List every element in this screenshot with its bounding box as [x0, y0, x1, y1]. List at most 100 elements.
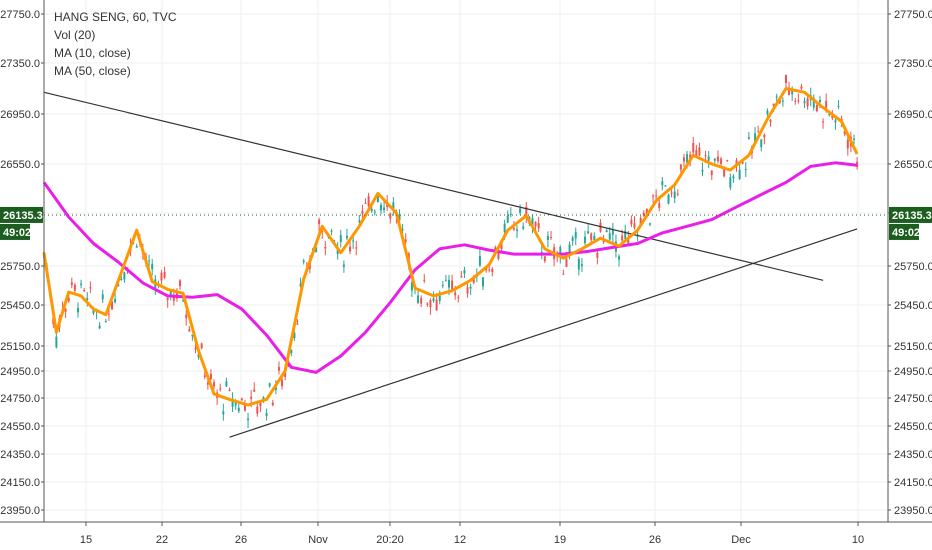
y-tick-label-left: 26550.0: [0, 159, 40, 171]
descending-trendline[interactable]: [43, 91, 824, 281]
y-tick-label-right: 24550.0: [894, 421, 932, 433]
candle-body: [364, 202, 367, 204]
candle-body: [846, 139, 849, 149]
candle-body: [225, 381, 228, 387]
candle-body: [781, 100, 784, 102]
candle-body: [664, 185, 667, 187]
candle-body: [92, 309, 95, 314]
candle-body: [519, 208, 522, 213]
legend-ma-slow[interactable]: MA (50, close): [54, 64, 131, 78]
candle-body: [222, 411, 225, 415]
candle-body: [392, 202, 395, 209]
candle-body: [454, 292, 457, 296]
candle-body: [710, 170, 713, 176]
y-tick-label-right: 25750.0: [894, 261, 932, 273]
y-tick-label-right: 27350.0: [894, 58, 932, 70]
candle-body: [466, 287, 469, 294]
candle-body: [673, 191, 676, 199]
legend-ma-fast[interactable]: MA (10, close): [54, 46, 131, 60]
candle-body: [417, 295, 420, 304]
candle-body: [86, 298, 89, 300]
candle-body: [621, 235, 624, 241]
candle-body: [293, 332, 296, 339]
candle-body: [389, 213, 392, 219]
candle-body: [574, 232, 577, 239]
candle-body: [111, 301, 114, 310]
candle-body: [107, 313, 110, 315]
candle-body: [818, 100, 821, 102]
candle-body: [179, 280, 182, 287]
candle-body: [228, 389, 231, 391]
last-price-tag-right-text: 26135.3: [892, 210, 932, 222]
candle-body: [704, 155, 707, 157]
last-price-tag-right: [889, 206, 932, 223]
plot-area[interactable]: [44, 0, 888, 522]
candle-body: [775, 96, 778, 98]
candle-body: [457, 297, 460, 299]
legend-symbol[interactable]: HANG SENG, 60, TVC: [54, 10, 177, 24]
candle-body: [655, 195, 658, 197]
candle-body: [648, 223, 651, 225]
candle-body: [537, 223, 540, 229]
candle-body: [70, 282, 73, 286]
candle-body: [370, 208, 373, 212]
y-axis-left[interactable]: 27750.027350.026950.026550.026150.025750…: [0, 9, 44, 517]
candle-body: [602, 241, 605, 243]
y-tick-label-right: 24150.0: [894, 477, 932, 489]
y-tick-label-right: 27750.0: [894, 9, 932, 21]
candle-body: [321, 231, 324, 233]
candle-body: [268, 383, 271, 387]
candle-body: [169, 291, 172, 296]
candle-body: [302, 260, 305, 263]
candle-body: [383, 207, 386, 211]
y-axis-right[interactable]: 27750.027350.026950.026550.026150.025750…: [888, 9, 932, 517]
candle-body: [676, 193, 679, 195]
candle-body: [200, 343, 203, 348]
candle-body: [89, 287, 92, 289]
candle-body: [438, 295, 441, 301]
candle-body: [444, 280, 447, 282]
candle-body: [247, 418, 250, 421]
candle-body: [469, 286, 472, 289]
last-price-tag-left-text: 26135.3: [3, 210, 43, 222]
x-axis[interactable]: 15 22 26 Nov 20:20 12 19 26 Dec 10: [80, 522, 864, 546]
grid-lines: [44, 0, 888, 522]
candle-body: [828, 114, 831, 116]
candle-body: [281, 379, 284, 387]
candle-body: [652, 195, 655, 197]
candle-body: [605, 230, 608, 233]
candle-body: [404, 239, 407, 242]
candle-body: [345, 235, 348, 239]
last-price-tag-left: [0, 206, 43, 223]
countdown-tag-left-text: 49:02: [3, 227, 31, 239]
legend-volume[interactable]: Vol (20): [54, 28, 96, 42]
candle-body: [426, 303, 429, 305]
candle-body: [182, 300, 185, 302]
candle-body: [679, 164, 682, 170]
candle-body: [562, 273, 565, 275]
candle-body: [339, 235, 342, 242]
candle-body: [188, 329, 191, 332]
candle-body: [488, 269, 491, 271]
candle-body: [447, 279, 450, 288]
candle-body: [797, 100, 800, 102]
candle-body: [120, 279, 123, 281]
candle-body: [253, 389, 256, 392]
candle-body: [732, 176, 735, 179]
candle-body: [503, 223, 506, 233]
candle-body: [256, 406, 259, 414]
y-tick-label-left: 25750.0: [0, 261, 40, 273]
candle-body: [104, 320, 107, 323]
candle-body: [83, 290, 86, 292]
candle-body: [213, 382, 216, 387]
candle-body: [627, 238, 630, 245]
candle-body: [757, 131, 760, 133]
candle-body: [262, 397, 265, 401]
candle-body: [194, 348, 197, 350]
candle-body: [506, 215, 509, 223]
candle-body: [565, 258, 568, 267]
ascending-trendline[interactable]: [229, 228, 858, 438]
candle-body: [843, 131, 846, 135]
candle-body: [590, 233, 593, 240]
